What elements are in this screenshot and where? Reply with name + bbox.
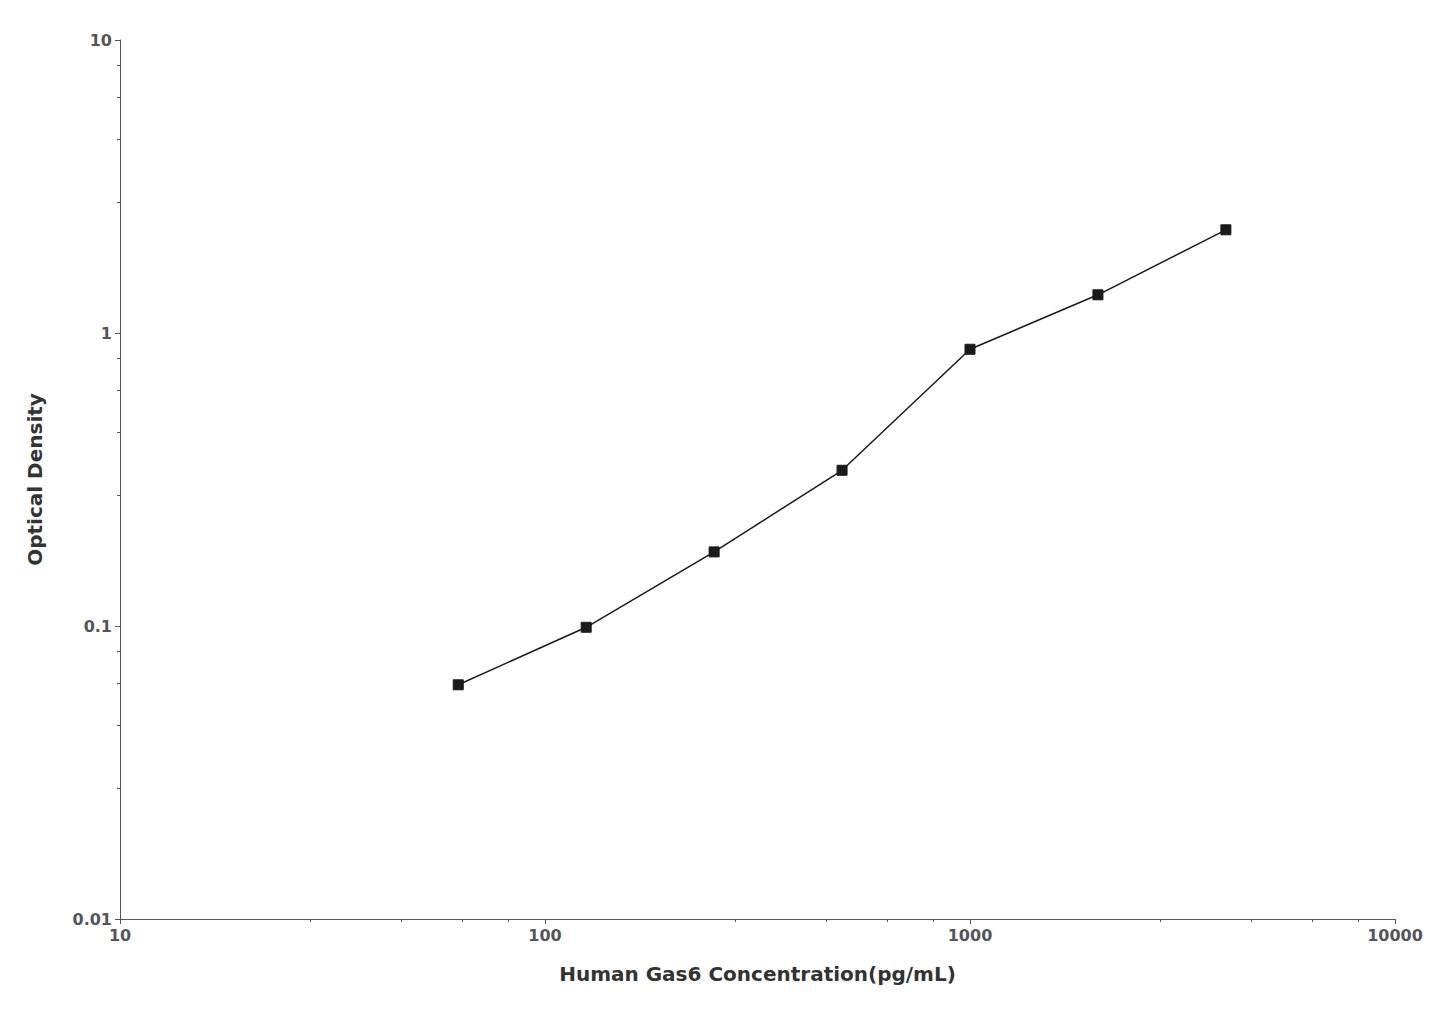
svg-text:1: 1 (101, 324, 112, 343)
svg-text:1000: 1000 (948, 926, 993, 945)
svg-text:10000: 10000 (1367, 926, 1423, 945)
svg-text:100: 100 (528, 926, 561, 945)
svg-text:10: 10 (90, 31, 112, 50)
svg-text:Human Gas6 Concentration(pg/mL: Human Gas6 Concentration(pg/mL) (559, 962, 956, 986)
svg-text:Optical Density: Optical Density (23, 393, 47, 566)
svg-text:0.1: 0.1 (84, 617, 112, 636)
svg-text:10: 10 (109, 926, 131, 945)
svg-text:0.01: 0.01 (73, 910, 112, 929)
